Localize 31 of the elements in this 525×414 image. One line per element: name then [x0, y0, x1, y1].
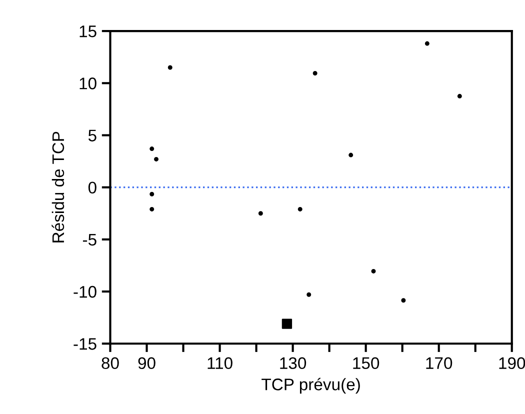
point — [457, 94, 462, 98]
point — [306, 292, 312, 297]
point — [282, 318, 292, 329]
point — [298, 206, 302, 212]
point — [150, 146, 154, 152]
x-tick-label: 170 — [426, 357, 452, 370]
y-tick-label: 10 — [80, 78, 96, 90]
point — [371, 268, 376, 274]
x-tick-label: 190 — [499, 357, 525, 370]
point — [154, 156, 158, 162]
y-tick-label: -15 — [74, 338, 96, 350]
y-tick-label: -10 — [74, 286, 96, 298]
y-tick-label: 0 — [88, 182, 96, 194]
point — [312, 71, 318, 76]
y-tick-label: -5 — [82, 234, 96, 246]
point — [401, 298, 406, 303]
x-tick-label: 150 — [353, 357, 380, 370]
point — [150, 192, 154, 196]
y-tick-label: 5 — [88, 130, 96, 142]
point — [258, 211, 263, 216]
point — [150, 206, 154, 212]
x-tick-label: 90 — [138, 357, 156, 370]
x-axis-title: TCP prévu(e) — [262, 378, 360, 394]
x-tick-label: 130 — [280, 357, 306, 370]
x-tick-label: 110 — [208, 357, 232, 370]
y-axis-title: Résidu de TCP — [52, 132, 64, 242]
x-tick-label: 80 — [102, 357, 119, 370]
point — [168, 65, 172, 70]
point — [348, 152, 354, 158]
point — [424, 41, 430, 46]
y-tick-label: 15 — [80, 26, 96, 38]
